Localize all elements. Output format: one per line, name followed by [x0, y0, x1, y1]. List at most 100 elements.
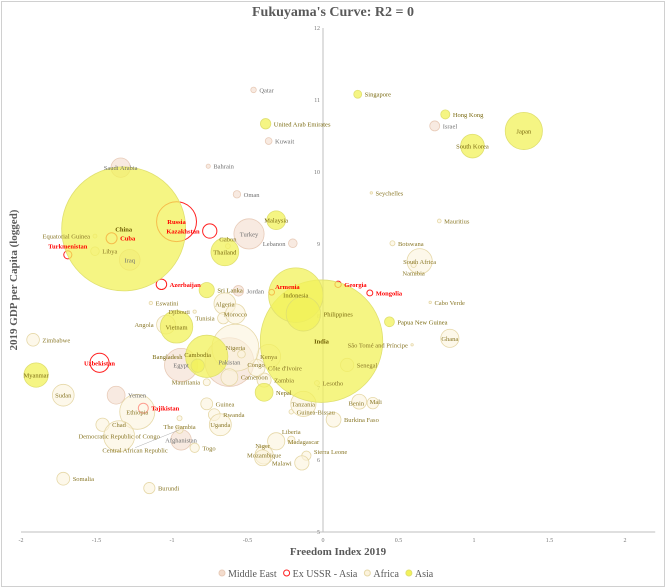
data-label: Central African Republic	[102, 448, 167, 455]
data-label: Zambia	[274, 378, 294, 385]
bubble-south-korea[interactable]	[460, 133, 485, 159]
bubble-kazakhstan[interactable]	[202, 223, 218, 239]
bubble-democratic-republic-of-congo[interactable]	[103, 420, 136, 453]
bubble-eswatini[interactable]	[148, 300, 153, 306]
bubble-oman[interactable]	[232, 190, 242, 199]
bubble-cameroon[interactable]	[220, 368, 239, 387]
bubble-lebanon[interactable]	[288, 238, 298, 249]
data-label: Iraq	[124, 257, 135, 264]
data-label: Azerbaijan	[170, 282, 201, 289]
bubble-mali[interactable]	[351, 393, 368, 410]
bubble-zimbabwe[interactable]	[26, 333, 40, 347]
bubble-nepal[interactable]	[254, 382, 274, 402]
data-label: Mali	[370, 399, 382, 406]
data-label: Egypt	[173, 362, 189, 369]
bubble-malaysia[interactable]	[266, 210, 286, 231]
data-label: Armenia	[275, 284, 300, 291]
bubble-thailand[interactable]	[210, 237, 240, 267]
data-label: Mozambique	[247, 452, 281, 459]
bubble-sri-lanka[interactable]	[198, 282, 215, 299]
data-label: Malawi	[272, 460, 292, 467]
data-label: Côte d'Ivoire	[268, 365, 302, 372]
bubble-cambodia[interactable]	[190, 358, 205, 373]
bubble-bahrain[interactable]	[205, 163, 211, 169]
bubble-s-o-tom-and-pr-ncipe[interactable]	[410, 343, 414, 347]
data-label: Cameroon	[241, 375, 269, 382]
bubble-benin[interactable]	[366, 396, 379, 410]
data-label: Thailand	[213, 249, 237, 256]
data-label: Mongolia	[376, 290, 403, 297]
bubble-sudan[interactable]	[52, 383, 75, 407]
bubble-ghana[interactable]	[440, 328, 460, 348]
bubble-uzbekistan[interactable]	[89, 352, 110, 373]
bubble-kuwait[interactable]	[264, 137, 273, 145]
data-label: Zimbabwe	[42, 337, 70, 344]
y-tick-label: 12	[314, 26, 320, 32]
data-label: Lebanon	[263, 241, 286, 248]
bubble-the-gambia[interactable]	[176, 415, 183, 422]
data-label: India	[314, 339, 330, 346]
data-label: Senegal	[357, 362, 378, 369]
bubble-congo[interactable]	[237, 349, 246, 359]
bubble-israel[interactable]	[429, 120, 441, 132]
bubble-ethiopia[interactable]	[119, 393, 156, 430]
data-label: Nepal	[276, 390, 292, 397]
bubble-azerbaijan[interactable]	[155, 278, 168, 291]
bubble-djibouti[interactable]	[192, 309, 197, 314]
bubble-botswana[interactable]	[389, 240, 396, 247]
bubble-niger[interactable]	[254, 449, 271, 467]
data-label: Chad	[112, 422, 126, 429]
bubble-qatar[interactable]	[250, 86, 257, 94]
data-label: Turkmenistan	[48, 244, 88, 251]
data-label: Jordan	[247, 288, 265, 295]
data-label: Democratic Republic of Congo	[78, 434, 159, 441]
bubble-madagascar[interactable]	[267, 432, 286, 451]
data-label: Uganda	[210, 422, 230, 429]
legend-entry[interactable]: Middle East	[228, 569, 277, 580]
bubble-malawi[interactable]	[294, 455, 310, 471]
bubble-burkina-faso[interactable]	[325, 411, 342, 428]
bubble-japan[interactable]	[504, 111, 543, 150]
chart-title: Fukuyama's Curve: R2 = 0	[252, 5, 414, 20]
bubble-cabo-verde[interactable]	[428, 300, 432, 304]
data-label: Tanzania	[292, 401, 315, 408]
bubble-namibia[interactable]	[410, 261, 417, 268]
bubble-yemen[interactable]	[106, 385, 126, 405]
bubble-philippines[interactable]	[285, 296, 321, 332]
data-label: Myanmar	[23, 373, 49, 380]
legend-entry[interactable]: Asia	[415, 569, 434, 580]
bubble-seychelles[interactable]	[369, 191, 373, 195]
bubble-papua-new-guinea[interactable]	[384, 316, 395, 328]
bubble-togo[interactable]	[189, 442, 200, 453]
legend-entry[interactable]: Ex USSR - Asia	[293, 569, 358, 580]
bubble-turkey[interactable]	[233, 218, 265, 250]
bubble-mauritania[interactable]	[202, 378, 211, 387]
bubble-hong-kong[interactable]	[440, 109, 451, 120]
data-label: The Gambia	[163, 424, 195, 431]
legend-entry[interactable]: Africa	[373, 569, 399, 580]
data-label: China	[115, 226, 133, 233]
x-axis-label: Freedom Index 2019	[290, 546, 387, 558]
data-label: Singapore	[365, 92, 391, 99]
data-label: Indonesia	[283, 293, 308, 300]
bubble-vietnam[interactable]	[159, 310, 194, 344]
data-label: Vietnam	[166, 324, 188, 331]
bubble-uganda[interactable]	[208, 413, 232, 437]
bubble-china[interactable]	[61, 166, 187, 292]
bubble-united-arab-emirates[interactable]	[260, 118, 272, 130]
bubble-morocco[interactable]	[225, 303, 246, 325]
bubble-somalia[interactable]	[56, 471, 71, 486]
bubble-myanmar[interactable]	[23, 362, 49, 388]
data-label: Georgia	[344, 282, 367, 289]
bubble-mongolia[interactable]	[366, 289, 374, 297]
bubble-liberia[interactable]	[287, 435, 296, 444]
data-label: Cambodia	[184, 352, 211, 359]
data-label: São Tomé and Príncipe	[348, 342, 408, 349]
bubble-jordan[interactable]	[232, 285, 245, 297]
bubble-singapore[interactable]	[353, 89, 363, 99]
data-label: Ethiopia	[126, 409, 148, 416]
bubble-mauritius[interactable]	[436, 218, 442, 224]
bubble-burundi[interactable]	[143, 482, 156, 495]
bubble-guinea[interactable]	[200, 397, 214, 411]
data-label: Hong Kong	[453, 112, 484, 119]
